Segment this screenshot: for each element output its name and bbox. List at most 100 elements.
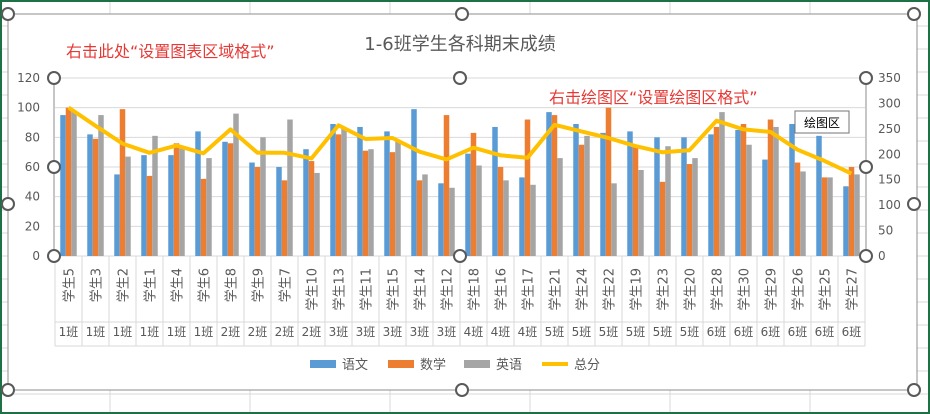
resize-handle[interactable] [907,7,921,21]
bar-英语-28[interactable] [827,177,833,256]
bar-语文-22[interactable] [654,137,660,256]
resize-handle[interactable] [859,249,873,263]
bar-英语-14[interactable] [449,187,455,256]
bar-数学-5[interactable] [200,178,207,256]
bar-英语-0[interactable] [71,112,77,256]
bar-语文-11[interactable] [357,126,363,256]
bar-数学-19[interactable] [578,144,585,256]
bar-英语-23[interactable] [692,158,698,256]
bar-语文-10[interactable] [330,123,336,256]
bar-数学-9[interactable] [308,161,315,256]
bar-数学-10[interactable] [335,134,342,256]
bar-英语-7[interactable] [260,137,266,256]
bar-数学-27[interactable] [794,162,801,256]
bar-英语-20[interactable] [611,183,617,256]
bar-英语-24[interactable] [719,112,725,256]
bar-语文-18[interactable] [546,112,552,256]
bar-英语-4[interactable] [179,147,185,256]
bar-数学-17[interactable] [524,119,531,257]
total-score-line[interactable] [67,105,853,176]
bar-数学-16[interactable] [497,167,504,256]
resize-handle[interactable] [453,249,467,263]
bar-数学-20[interactable] [605,107,612,257]
resize-handle[interactable] [47,71,61,85]
bar-语文-20[interactable] [600,132,606,256]
bar-数学-7[interactable] [254,167,261,256]
bar-语文-27[interactable] [789,123,795,256]
resize-handle[interactable] [47,160,61,174]
bar-英语-13[interactable] [422,174,428,256]
bar-数学-14[interactable] [443,115,450,256]
bar-英语-29[interactable] [854,174,860,256]
bar-语文-28[interactable] [816,135,822,256]
resize-handle[interactable] [907,383,921,397]
bar-语文-23[interactable] [681,137,687,256]
bar-英语-25[interactable] [746,144,752,256]
bar-数学-26[interactable] [767,119,774,257]
bar-语文-26[interactable] [762,159,768,256]
bar-语文-29[interactable] [843,186,849,256]
bar-语文-16[interactable] [492,126,498,256]
bar-数学-25[interactable] [740,123,747,256]
bar-语文-5[interactable] [195,131,201,256]
bar-数学-28[interactable] [821,177,828,256]
bar-英语-9[interactable] [314,172,320,256]
bar-数学-15[interactable] [470,132,477,256]
bar-英语-10[interactable] [341,128,347,256]
bar-语文-4[interactable] [168,155,174,256]
bar-语文-25[interactable] [735,129,741,256]
bar-英语-3[interactable] [152,135,158,256]
bar-英语-1[interactable] [98,115,104,256]
bar-语文-8[interactable] [276,167,282,256]
bar-数学-12[interactable] [389,152,396,256]
resize-handle[interactable] [1,383,15,397]
bar-语文-7[interactable] [249,162,255,256]
bar-英语-17[interactable] [530,184,536,256]
resize-handle[interactable] [859,71,873,85]
bar-语文-24[interactable] [708,134,714,256]
resize-handle[interactable] [1,197,15,211]
bar-语文-1[interactable] [87,134,93,256]
bar-语文-0[interactable] [60,115,66,256]
bar-数学-21[interactable] [632,146,639,256]
bar-英语-18[interactable] [557,158,563,256]
bar-数学-3[interactable] [146,175,153,256]
bar-英语-8[interactable] [287,119,293,257]
resize-handle[interactable] [859,160,873,174]
bar-语文-15[interactable] [465,153,471,256]
resize-handle[interactable] [455,383,469,397]
resize-handle[interactable] [455,7,469,21]
bar-英语-21[interactable] [638,169,644,256]
bar-语文-6[interactable] [222,141,228,256]
bar-语文-19[interactable] [573,123,579,256]
bar-数学-23[interactable] [686,164,693,256]
bar-英语-2[interactable] [125,156,131,256]
selection-handles[interactable] [1,7,921,397]
bar-语文-17[interactable] [519,177,525,256]
bar-英语-6[interactable] [233,113,239,256]
bar-英语-22[interactable] [665,146,671,256]
bar-数学-4[interactable] [173,143,180,256]
bar-语文-13[interactable] [411,109,417,257]
bar-英语-15[interactable] [476,165,482,256]
bar-数学-8[interactable] [281,180,288,256]
legend[interactable]: 语文 数学 英语 总分 [310,357,600,373]
bar-数学-18[interactable] [551,115,558,256]
bar-语文-9[interactable] [303,149,309,256]
bar-英语-16[interactable] [503,180,509,256]
bar-数学-6[interactable] [227,143,234,256]
bar-语文-14[interactable] [438,183,444,256]
bar-数学-24[interactable] [713,126,720,256]
bar-英语-11[interactable] [368,149,374,256]
bar-语文-3[interactable] [141,155,147,256]
bar-英语-26[interactable] [773,126,779,256]
bar-语文-2[interactable] [114,174,120,256]
bar-数学-1[interactable] [92,138,99,256]
bar-数学-11[interactable] [362,150,369,256]
bar-语文-12[interactable] [384,131,390,256]
resize-handle[interactable] [47,249,61,263]
resize-handle[interactable] [453,71,467,85]
bar-语文-21[interactable] [627,131,633,256]
bar-数学-0[interactable] [65,107,72,257]
bar-数学-29[interactable] [848,167,855,256]
